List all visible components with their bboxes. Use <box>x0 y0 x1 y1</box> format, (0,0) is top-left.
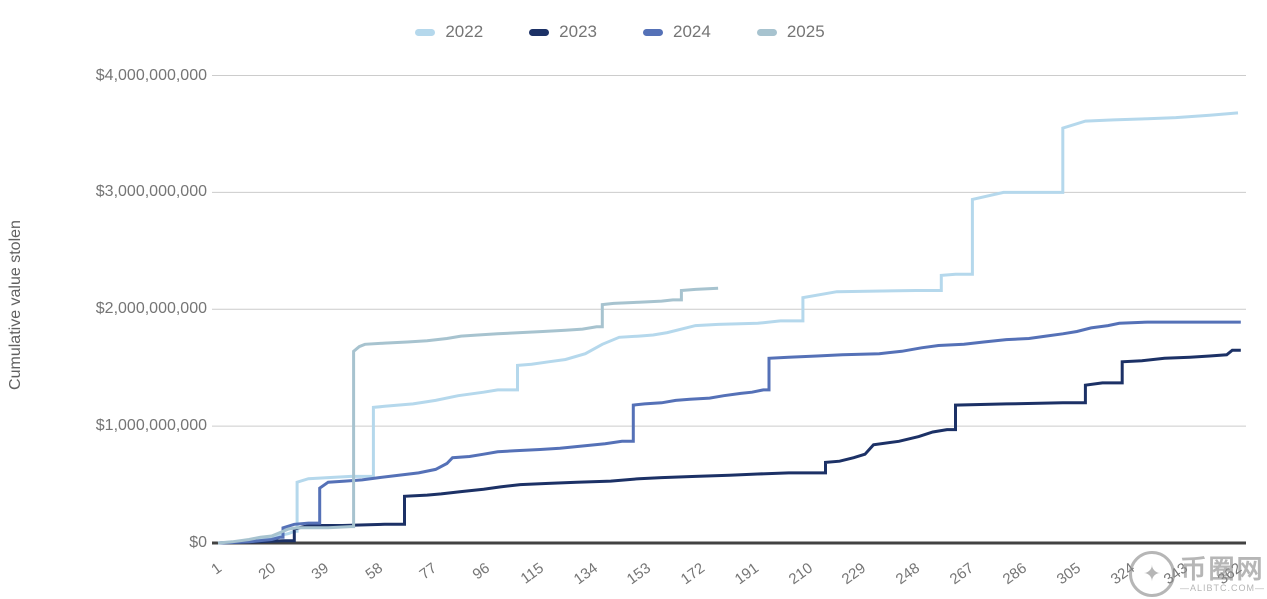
legend-label: 2022 <box>445 22 484 41</box>
site-watermark: ✦ 币圈网 —ALIBTC.COM— <box>1128 551 1265 597</box>
series-line-2022 <box>217 111 1239 545</box>
series-line-2023 <box>217 348 1241 545</box>
series-line-2025 <box>217 286 719 545</box>
legend-item-2024: 2024 <box>643 22 711 42</box>
legend-item-2022: 2022 <box>415 22 483 42</box>
series-line-2024 <box>217 320 1241 545</box>
legend-item-2023: 2023 <box>529 22 597 42</box>
legend-item-2025: 2025 <box>756 22 825 42</box>
watermark-domain: —ALIBTC.COM— <box>1179 583 1265 594</box>
y-tick-label: $2,000,000,000 <box>95 300 207 318</box>
watermark-site-name: 币圈网 <box>1180 553 1265 584</box>
legend-swatch-2024 <box>643 28 663 36</box>
legend-swatch-2022 <box>415 28 436 36</box>
legend-label: 2025 <box>786 22 825 41</box>
legend-label: 2023 <box>559 22 597 41</box>
legend-swatch-2025 <box>756 28 777 36</box>
legend-label: 2024 <box>673 22 711 41</box>
panda-mascot-icon: ✦ <box>1128 551 1175 597</box>
legend-swatch-2023 <box>529 28 550 36</box>
y-tick-label: $1,000,000,000 <box>95 417 207 435</box>
y-tick-label: $0 <box>189 534 207 551</box>
chart-legend: 2022 2023 2024 2025 <box>0 22 1240 42</box>
y-tick-label: $4,000,000,000 <box>95 66 207 84</box>
y-tick-label: $3,000,000,000 <box>95 183 207 201</box>
